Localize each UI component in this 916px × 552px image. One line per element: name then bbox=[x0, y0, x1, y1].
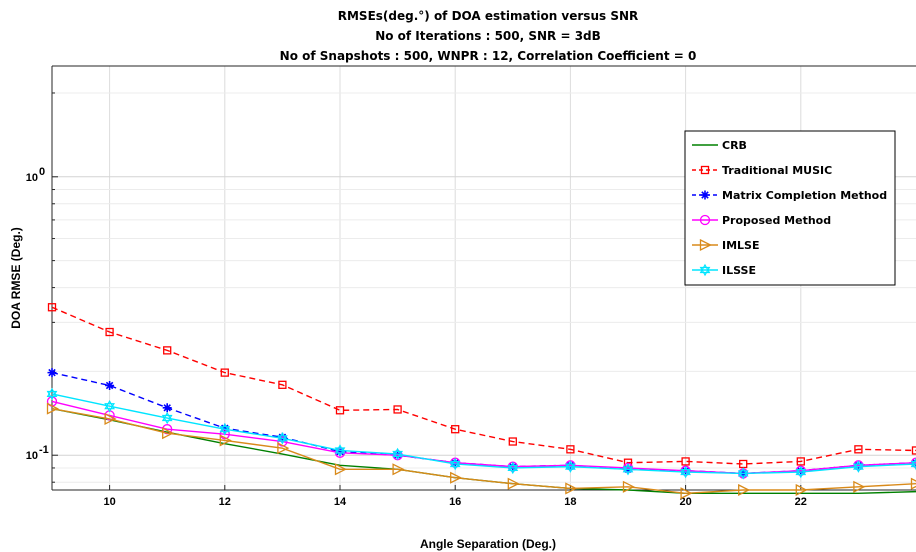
ilsse-point bbox=[622, 463, 634, 476]
ilsse-point bbox=[737, 467, 749, 480]
traditional-music-point bbox=[163, 346, 172, 355]
ilsse-point bbox=[334, 444, 346, 457]
ilsse-point bbox=[449, 457, 461, 471]
imlse-point bbox=[680, 487, 693, 500]
imlse-point bbox=[507, 477, 520, 490]
ilsse-point bbox=[392, 447, 403, 461]
traditional-music-point bbox=[566, 445, 575, 454]
ilsse-point bbox=[219, 423, 231, 436]
imlse-point bbox=[910, 477, 916, 490]
chart-title-line-2: No of Iterations : 500, SNR = 3dB bbox=[375, 29, 601, 43]
imlse-point bbox=[104, 412, 117, 425]
x-tick-label: 22 bbox=[795, 496, 807, 508]
y-tick-exponent: 0 bbox=[39, 166, 45, 178]
imlse-point bbox=[450, 471, 463, 484]
matrix-completion-method-point bbox=[220, 423, 230, 433]
ilsse-line bbox=[51, 393, 916, 475]
legend-label: CRB bbox=[722, 139, 747, 152]
chart-title-line-3: No of Snapshots : 500, WNPR : 12, Correl… bbox=[280, 49, 697, 63]
legend-marker bbox=[699, 214, 711, 226]
legend-label: ILSSE bbox=[722, 264, 756, 277]
matrix-completion-method-point bbox=[162, 403, 172, 413]
traditional-music-point bbox=[335, 406, 345, 415]
ilsse-point bbox=[795, 465, 807, 479]
x-tick-label: 16 bbox=[449, 496, 461, 508]
traditional-music-point bbox=[681, 457, 690, 466]
legend-entry-traditional-music: Traditional MUSIC bbox=[692, 164, 832, 177]
imlse-point bbox=[622, 480, 635, 493]
imlse-point bbox=[219, 434, 232, 447]
ilsse-point bbox=[46, 387, 58, 401]
ilsse-point bbox=[680, 465, 691, 479]
x-tick-label: 20 bbox=[679, 496, 691, 508]
imlse-point bbox=[277, 442, 290, 455]
legend-entry-crb: CRB bbox=[692, 139, 747, 152]
ilsse-point bbox=[565, 460, 576, 473]
legend-marker bbox=[699, 263, 711, 277]
legend-label: Matrix Completion Method bbox=[722, 189, 887, 202]
legend-entry-matrix-completion-method: Matrix Completion Method bbox=[692, 189, 887, 202]
x-tick-label: 10 bbox=[103, 496, 115, 508]
ilsse-point bbox=[104, 399, 115, 413]
imlse-point bbox=[162, 427, 175, 440]
series-imlse bbox=[46, 402, 916, 500]
series-ilsse bbox=[46, 387, 916, 480]
x-tick-label: 18 bbox=[564, 496, 576, 508]
x-axis-label: Angle Separation (Deg.) bbox=[420, 537, 556, 551]
traditional-music-point bbox=[105, 327, 114, 337]
imlse-point bbox=[392, 463, 405, 476]
ilsse-point bbox=[910, 457, 916, 471]
legend-marker bbox=[700, 190, 710, 200]
y-tick-label: 10 bbox=[26, 172, 38, 184]
data-series bbox=[46, 303, 916, 500]
chart-title-line-1: RMSEs(deg.°) of DOA estimation versus SN… bbox=[338, 9, 639, 23]
ilsse-point bbox=[853, 460, 864, 473]
imlse-point bbox=[738, 483, 751, 497]
legend-entry-ilsse: ILSSE bbox=[692, 263, 756, 277]
traditional-music-point bbox=[508, 437, 517, 446]
legend-label: Traditional MUSIC bbox=[722, 164, 832, 177]
matrix-completion-method-point bbox=[335, 447, 345, 457]
traditional-music-point bbox=[911, 446, 916, 455]
matrix-completion-method-point bbox=[47, 368, 57, 378]
y-axis-label: DOA RMSE (Deg.) bbox=[9, 227, 23, 329]
matrix-completion-method-point bbox=[105, 380, 115, 390]
imlse-point bbox=[853, 480, 866, 493]
x-tick-label: 14 bbox=[334, 496, 347, 508]
ilsse-point bbox=[277, 432, 288, 445]
legend-box bbox=[684, 130, 896, 286]
traditional-music-point bbox=[854, 445, 863, 454]
x-tick-label: 12 bbox=[219, 496, 231, 508]
legend-entry-imlse: IMLSE bbox=[692, 238, 760, 252]
ilsse-point bbox=[161, 411, 173, 425]
y-tick-exponent: -1 bbox=[39, 444, 49, 456]
traditional-music-point bbox=[796, 457, 805, 466]
legend-marker bbox=[700, 165, 710, 175]
imlse-point bbox=[565, 482, 578, 495]
imlse-line bbox=[51, 407, 916, 494]
legend-label: IMLSE bbox=[722, 239, 760, 252]
legend-label: Proposed Method bbox=[722, 214, 831, 227]
legend-marker bbox=[699, 238, 712, 252]
series-traditional-music bbox=[47, 303, 916, 469]
traditional-music-point bbox=[220, 368, 229, 377]
legend: CRB Traditional MUSIC Matrix Completion Me… bbox=[684, 130, 896, 286]
y-tick-label: 10 bbox=[26, 450, 38, 462]
traditional-music-point bbox=[47, 303, 57, 312]
proposed-method-point bbox=[910, 457, 916, 468]
legend-entry-proposed-method: Proposed Method bbox=[692, 214, 831, 227]
imlse-point bbox=[46, 402, 59, 415]
imlse-point bbox=[795, 483, 808, 497]
traditional-music-line bbox=[51, 306, 916, 465]
traditional-music-point bbox=[451, 425, 460, 434]
traditional-music-point bbox=[278, 380, 287, 389]
traditional-music-point bbox=[393, 405, 402, 414]
imlse-point bbox=[334, 463, 347, 476]
ilsse-point bbox=[507, 461, 519, 475]
